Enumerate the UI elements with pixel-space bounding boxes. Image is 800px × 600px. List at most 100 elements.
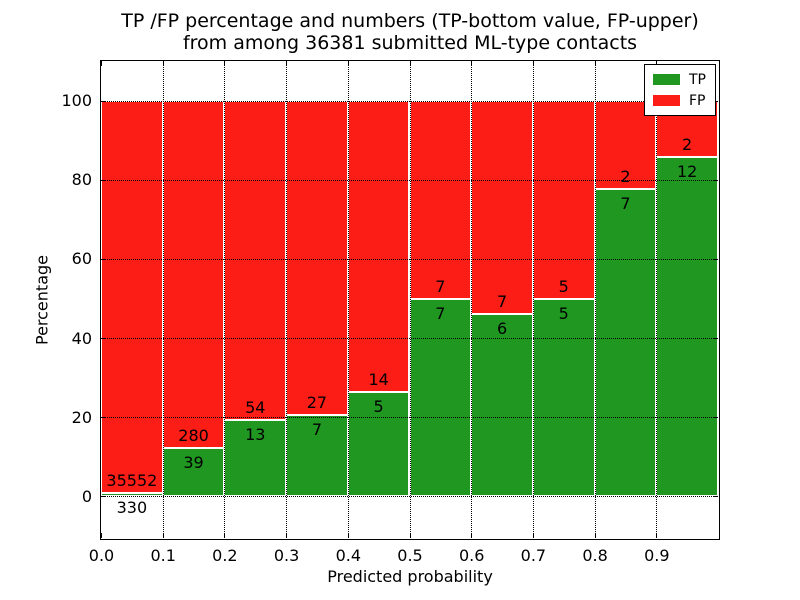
x-tick-mark: [347, 533, 349, 538]
tp-bar: [224, 419, 287, 497]
x-gridline: [347, 61, 349, 538]
x-tick-mark: [471, 533, 473, 538]
y-tick-mark: [713, 417, 718, 419]
tp-count-label: 12: [676, 162, 698, 182]
tp-count-label: 7: [435, 303, 446, 323]
tp-bar: [101, 492, 163, 497]
y-tick-mark: [101, 179, 106, 181]
x-gridline: [656, 61, 658, 538]
x-tick-mark: [162, 533, 164, 538]
fp-bar: [224, 100, 287, 420]
tp-count-label: 7: [620, 193, 631, 213]
tp-color-swatch: [653, 74, 680, 85]
y-tick-label: 100: [61, 91, 92, 111]
tp-count-label: 5: [558, 303, 569, 323]
tp-count-label: 330: [116, 497, 148, 517]
x-tick-mark: [594, 533, 596, 538]
fp-bar: [409, 100, 472, 299]
tp-count-label: 5: [373, 397, 384, 417]
fp-count-label: 5: [558, 276, 569, 296]
legend-label-tp: TP: [689, 71, 706, 88]
y-tick-mark: [101, 100, 106, 102]
x-tick-label: 0.0: [88, 546, 115, 565]
x-gridline: [594, 61, 596, 538]
fp-count-label: 54: [245, 397, 266, 417]
tp-bar: [532, 298, 595, 497]
x-tick-label: 0.1: [150, 546, 176, 565]
x-tick-label: 0.2: [212, 546, 238, 565]
tp-bar: [409, 298, 472, 497]
y-tick-label: 60: [71, 249, 92, 269]
x-tick-label: 0.9: [644, 546, 670, 565]
x-gridline: [224, 61, 226, 538]
fp-count-label: 2: [682, 135, 693, 155]
y-tick-mark: [101, 417, 106, 419]
legend: TP FP: [644, 64, 716, 116]
plot-area: TP FP 35552 330 280 39 54 13 27 7 14 5 7 7 7 6 5 5 2 7 2 12: [100, 60, 720, 540]
x-gridline: [471, 61, 473, 538]
legend-entry-tp: TP: [653, 69, 706, 90]
x-tick-label: 0.3: [273, 546, 300, 565]
x-axis-label: Predicted probability: [327, 567, 493, 586]
tp-bar: [656, 157, 718, 497]
x-tick-mark: [101, 61, 102, 66]
x-gridline: [532, 61, 534, 538]
y-tick-label: 80: [71, 170, 92, 190]
y-tick-label: 0: [81, 486, 92, 506]
x-tick-mark: [532, 533, 534, 538]
x-tick-mark: [656, 533, 658, 538]
x-tick-label: 0.6: [458, 546, 485, 565]
fp-bar: [471, 100, 533, 314]
tp-bar: [471, 313, 533, 497]
x-gridline: [409, 61, 411, 538]
x-tick-mark: [162, 61, 164, 66]
x-tick-mark: [101, 533, 102, 538]
x-tick-label: 0.4: [335, 546, 362, 565]
x-tick-mark: [347, 61, 349, 66]
tp-count-label: 7: [311, 419, 323, 439]
y-tick-mark: [713, 258, 718, 260]
tp-count-label: 6: [496, 318, 508, 338]
tp-bar: [594, 188, 657, 497]
x-tick-label: 0.7: [520, 546, 547, 565]
y-tick-label: 20: [71, 407, 92, 427]
fp-count-label: 27: [306, 392, 328, 412]
tp-count-label: 39: [183, 453, 204, 473]
x-tick-mark: [286, 533, 288, 538]
y-tick-label: 40: [71, 328, 92, 348]
x-tick-mark: [286, 61, 288, 66]
y-tick-mark: [101, 258, 106, 260]
x-tick-mark: [224, 533, 226, 538]
fp-color-swatch: [653, 95, 680, 106]
x-gridline: [162, 61, 164, 538]
fp-count-label: 35552: [106, 470, 158, 490]
x-tick-mark: [224, 61, 226, 66]
fp-count-label: 7: [496, 291, 508, 311]
tp-count-label: 13: [245, 424, 266, 444]
legend-label-fp: FP: [689, 92, 706, 109]
x-tick-label: 0.5: [397, 546, 423, 565]
chart-title: TP /FP percentage and numbers (TP-bottom…: [100, 10, 720, 54]
y-tick-mark: [713, 496, 718, 498]
fp-count-label: 14: [368, 370, 389, 390]
x-gridline: [286, 61, 288, 538]
x-tick-mark: [471, 61, 473, 66]
x-tick-mark: [656, 61, 658, 66]
fp-bar: [532, 100, 595, 299]
tp-bar: [286, 414, 348, 497]
y-tick-mark: [101, 338, 106, 340]
fp-bar: [162, 100, 225, 449]
fp-count-label: 2: [620, 166, 631, 186]
x-tick-mark: [409, 61, 411, 66]
y-tick-mark: [101, 496, 106, 498]
fp-count-label: 280: [178, 426, 209, 446]
y-tick-mark: [713, 179, 718, 181]
x-tick-mark: [532, 61, 534, 66]
x-tick-mark: [409, 533, 411, 538]
fp-bar: [286, 100, 348, 415]
fp-bar: [347, 100, 410, 393]
x-tick-mark: [594, 61, 596, 66]
chart-title-line1: TP /FP percentage and numbers (TP-bottom…: [121, 10, 699, 32]
x-tick-label: 0.8: [582, 546, 608, 565]
